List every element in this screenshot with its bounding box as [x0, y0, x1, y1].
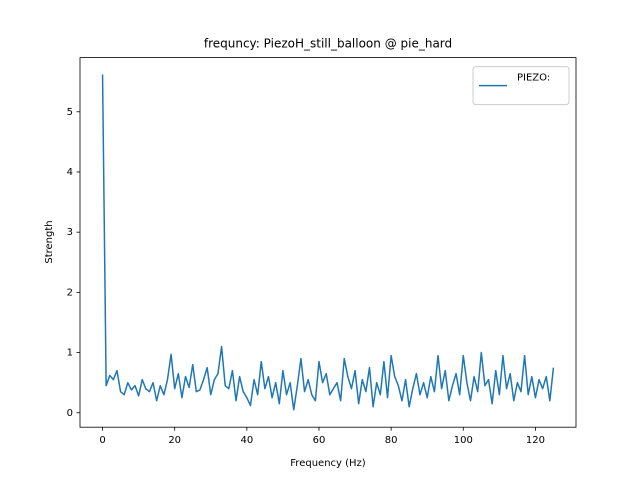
- x-tick-label: 100: [454, 435, 473, 446]
- y-tick-label: 4: [67, 167, 73, 178]
- x-tick-label: 80: [385, 435, 398, 446]
- legend-label: PIEZO:: [517, 73, 550, 84]
- chart-title: frequncy: PiezoH_still_balloon @ pie_har…: [204, 37, 452, 51]
- y-tick-label: 3: [67, 227, 73, 238]
- axes-frame: [79, 57, 577, 428]
- legend: PIEZO:: [472, 66, 570, 106]
- x-tick-label: 60: [313, 435, 326, 446]
- x-tick-label: 0: [99, 435, 105, 446]
- x-tick-label: 40: [240, 435, 253, 446]
- legend-box: [472, 66, 570, 106]
- y-tick-label: 1: [67, 348, 73, 359]
- data-line: [101, 74, 555, 411]
- x-axis-label: Frequency (Hz): [290, 458, 366, 469]
- x-tick-label: 120: [526, 435, 545, 446]
- y-tick-label: 2: [67, 287, 73, 298]
- y-tick-label: 5: [67, 107, 73, 118]
- x-tick-label: 20: [168, 435, 181, 446]
- y-axis-label: Strength: [44, 220, 55, 263]
- y-tick-label: 0: [67, 408, 73, 419]
